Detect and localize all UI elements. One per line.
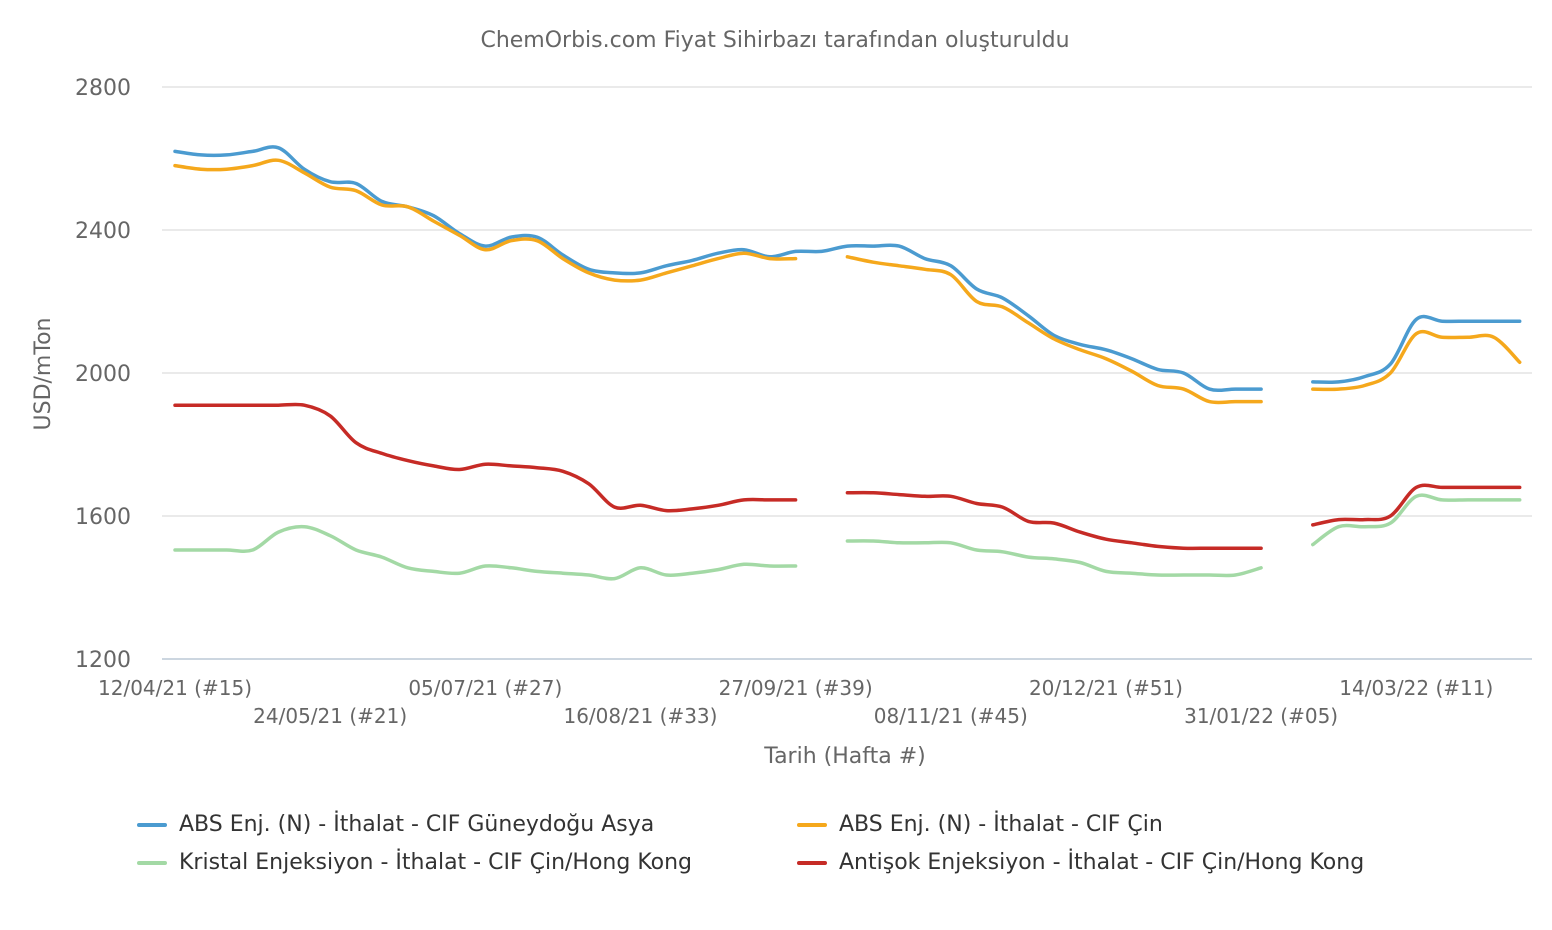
- x-axis-label: Tarih (Hafta #): [763, 744, 925, 769]
- y-tick-label: 2000: [75, 362, 131, 387]
- legend-item-kristal-enjeksiyon[interactable]: Kristal Enjeksiyon - İthalat - CIF Çin/H…: [137, 850, 692, 875]
- y-tick-label: 2400: [75, 219, 131, 244]
- legend-swatch: [137, 860, 167, 865]
- gridlines: [162, 86, 1532, 660]
- series-line-segment: [845, 490, 1263, 551]
- y-tick-label: 2800: [75, 76, 131, 101]
- x-tick-label: 16/08/21 (#33): [563, 704, 717, 728]
- legend-swatch: [797, 822, 827, 827]
- x-tick-label: 12/04/21 (#15): [98, 676, 252, 700]
- y-tick-label: 1200: [75, 648, 131, 673]
- x-tick-label: 27/09/21 (#39): [719, 676, 873, 700]
- x-tick-label: 05/07/21 (#27): [408, 676, 562, 700]
- x-tick-label: 24/05/21 (#21): [253, 704, 407, 728]
- x-tick-label: 20/12/21 (#51): [1029, 676, 1183, 700]
- legend-item-antisok-enjeksiyon[interactable]: Antişok Enjeksiyon - İthalat - CIF Çin/H…: [797, 850, 1364, 875]
- series-line-segment: [845, 255, 1263, 405]
- x-tick-label: 31/01/22 (#05): [1184, 704, 1338, 728]
- series-line-segment: [173, 145, 1263, 393]
- series-3-line: [173, 402, 1522, 551]
- legend-label: ABS Enj. (N) - İthalat - CIF Çin: [839, 812, 1163, 837]
- chart-title: ChemOrbis.com Fiyat Sihirbazı tarafından…: [480, 28, 1069, 53]
- series-line-segment: [1311, 483, 1522, 527]
- series-line-segment: [1311, 493, 1522, 547]
- series-lines: [173, 145, 1522, 581]
- series-line-segment: [1311, 329, 1522, 392]
- series-line-segment: [173, 158, 798, 283]
- series-0-line: [173, 145, 1522, 393]
- legend-label: ABS Enj. (N) - İthalat - CIF Güneydoğu A…: [179, 812, 655, 837]
- y-tick-label: 1600: [75, 505, 131, 530]
- series-line-segment: [1311, 314, 1522, 385]
- legend-item-abs-guneydogu-asya[interactable]: ABS Enj. (N) - İthalat - CIF Güneydoğu A…: [137, 812, 654, 837]
- series-line-segment: [173, 524, 798, 581]
- legend-swatch: [137, 822, 167, 827]
- legend-label: Kristal Enjeksiyon - İthalat - CIF Çin/H…: [179, 850, 693, 875]
- series-1-line: [173, 158, 1522, 405]
- legend-item-abs-cin[interactable]: ABS Enj. (N) - İthalat - CIF Çin: [797, 812, 1163, 837]
- series-2-line: [173, 493, 1522, 581]
- series-line-segment: [173, 402, 798, 513]
- legend-label: Antişok Enjeksiyon - İthalat - CIF Çin/H…: [839, 850, 1365, 875]
- x-tick-label: 08/11/21 (#45): [874, 704, 1028, 728]
- x-axis-ticks: 12/04/21 (#15)24/05/21 (#21)05/07/21 (#2…: [98, 676, 1493, 728]
- y-axis-label: USD/mTon: [31, 318, 56, 431]
- x-tick-label: 14/03/22 (#11): [1339, 676, 1493, 700]
- legend-swatch: [797, 860, 827, 865]
- series-line-segment: [845, 539, 1263, 578]
- y-axis-ticks: 1200 1600 2000 2400 2800: [75, 76, 131, 673]
